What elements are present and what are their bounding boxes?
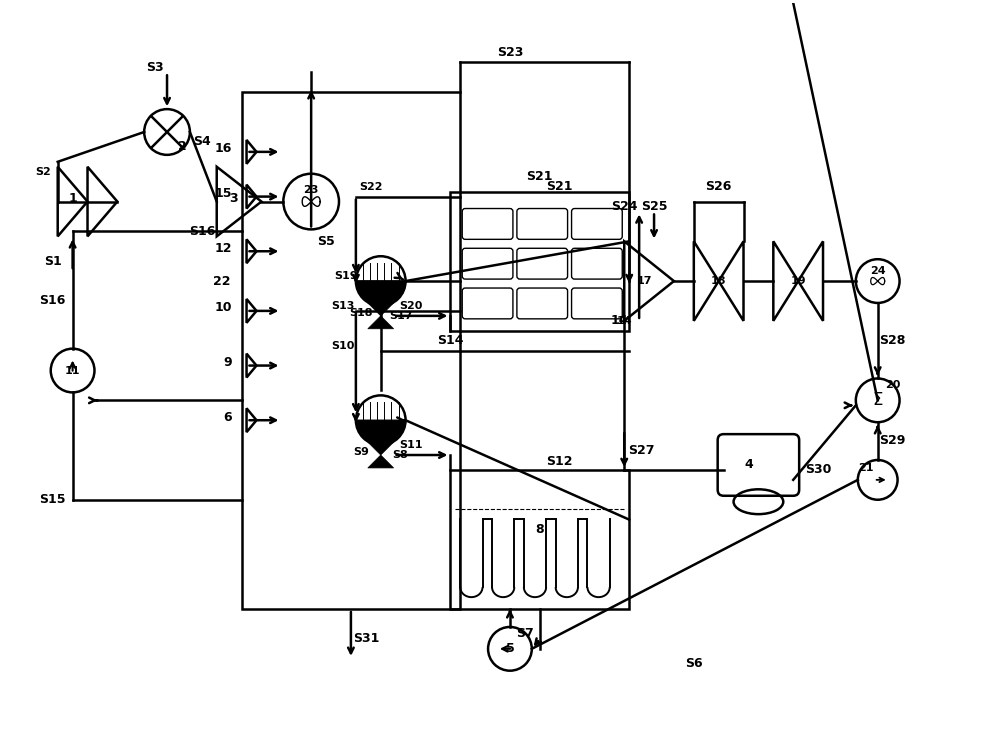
Text: 8: 8: [535, 523, 544, 536]
Text: S18: S18: [349, 308, 373, 318]
Text: S22: S22: [359, 182, 383, 192]
Text: S21: S21: [546, 180, 573, 193]
Text: S31: S31: [353, 632, 379, 645]
Text: 19: 19: [790, 276, 806, 286]
Text: 18: 18: [711, 276, 726, 286]
Text: 15: 15: [214, 187, 232, 200]
Text: S13: S13: [331, 301, 355, 311]
Polygon shape: [368, 303, 394, 316]
Text: 11: 11: [65, 366, 80, 376]
Text: S12: S12: [546, 455, 573, 469]
Polygon shape: [368, 316, 394, 329]
Wedge shape: [357, 421, 405, 444]
Text: 22: 22: [213, 275, 230, 288]
Text: S30: S30: [805, 463, 831, 476]
Text: 17: 17: [636, 276, 652, 286]
Text: 20: 20: [885, 381, 900, 391]
Text: 13: 13: [391, 284, 406, 294]
Text: 24: 24: [870, 266, 886, 276]
Text: S26: S26: [705, 180, 732, 193]
Text: 23: 23: [303, 185, 319, 195]
Text: S7: S7: [516, 627, 534, 641]
Text: S6: S6: [685, 657, 703, 670]
Text: S14: S14: [437, 334, 464, 347]
Text: S3: S3: [146, 61, 164, 74]
Text: 7: 7: [395, 423, 402, 433]
Text: 21: 21: [858, 463, 874, 473]
Text: 5: 5: [506, 642, 514, 656]
Text: S16: S16: [40, 294, 66, 307]
Text: 12: 12: [214, 242, 232, 255]
Text: S19: S19: [334, 271, 358, 281]
Text: S10: S10: [331, 341, 355, 351]
Text: S9: S9: [353, 447, 369, 457]
Text: 1: 1: [68, 192, 77, 205]
Text: S21: S21: [527, 170, 553, 183]
Text: S28: S28: [879, 334, 906, 347]
Text: S20: S20: [399, 301, 422, 311]
Text: S15: S15: [39, 493, 66, 506]
Text: S27: S27: [628, 444, 654, 457]
Text: S11: S11: [399, 440, 422, 450]
Text: S25: S25: [641, 200, 667, 213]
Text: S8: S8: [393, 450, 408, 460]
Text: 4: 4: [744, 458, 753, 472]
Text: S24: S24: [611, 200, 637, 213]
Text: S29: S29: [879, 433, 906, 447]
Text: 14: 14: [611, 315, 628, 327]
Text: S16: S16: [189, 225, 215, 238]
Text: S5: S5: [317, 235, 335, 248]
Text: 9: 9: [223, 356, 232, 369]
Polygon shape: [368, 455, 394, 468]
Text: 3: 3: [229, 192, 238, 205]
Text: S4: S4: [193, 135, 211, 149]
Text: S2: S2: [35, 167, 51, 176]
Polygon shape: [368, 442, 394, 455]
Text: 14: 14: [616, 316, 632, 326]
Wedge shape: [357, 281, 405, 305]
Text: S17: S17: [389, 311, 412, 321]
Text: S23: S23: [497, 46, 523, 59]
Text: S1: S1: [44, 255, 62, 267]
Text: 2: 2: [178, 140, 186, 153]
Text: 16: 16: [214, 143, 232, 155]
Text: 6: 6: [223, 411, 232, 424]
Text: 10: 10: [214, 301, 232, 315]
Text: $\Sigma$: $\Sigma$: [872, 391, 883, 409]
